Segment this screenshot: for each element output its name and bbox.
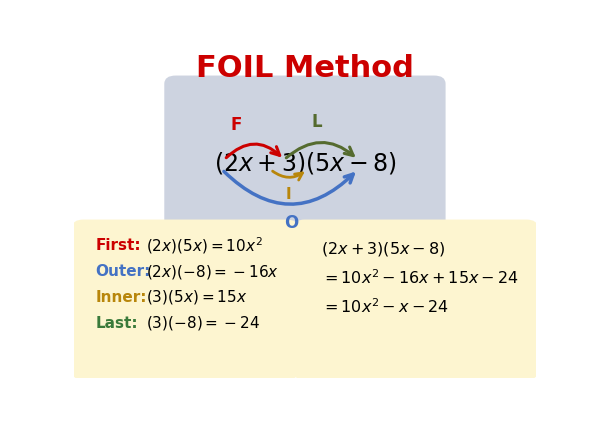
Text: $(3)(-8)=-24$: $(3)(-8)=-24$ [146,314,260,332]
FancyBboxPatch shape [293,220,538,380]
Text: $=10x^2-x-24$: $=10x^2-x-24$ [321,298,449,317]
Text: $(2x+3)(5x-8)$: $(2x+3)(5x-8)$ [321,240,446,258]
FancyBboxPatch shape [164,76,446,236]
Text: I: I [286,187,292,201]
Text: FOIL Method: FOIL Method [196,54,414,83]
Text: $(3)(5x)=15x$: $(3)(5x)=15x$ [146,288,248,306]
FancyBboxPatch shape [72,220,298,380]
Text: First:: First: [95,238,141,253]
Text: O: O [284,215,298,232]
FancyBboxPatch shape [70,48,540,382]
Text: $=10x^2-16x+15x-24$: $=10x^2-16x+15x-24$ [321,269,519,288]
Text: Outer:: Outer: [95,264,151,279]
Text: $(2x)(-8)=-16x$: $(2x)(-8)=-16x$ [146,263,279,281]
Text: $(2x)(5x)=10x^2$: $(2x)(5x)=10x^2$ [146,235,262,256]
Text: F: F [230,116,242,134]
Text: Last:: Last: [95,316,138,331]
Text: L: L [311,113,322,131]
Text: Inner:: Inner: [95,289,146,305]
Text: $(2x+3)(5x-8)$: $(2x+3)(5x-8)$ [214,150,396,176]
